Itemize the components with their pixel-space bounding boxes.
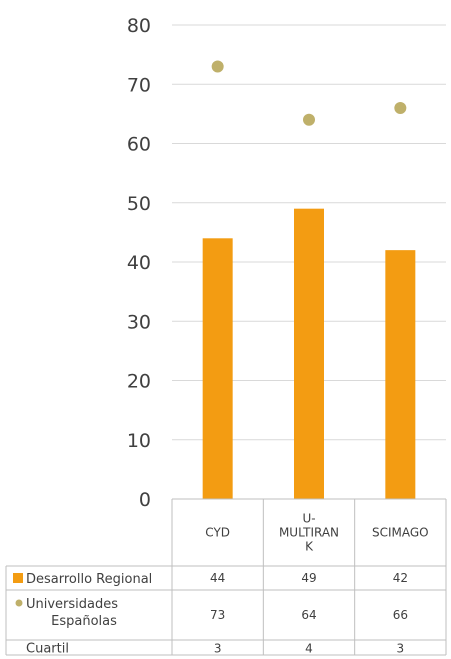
y-axis-ticks: 0 10 20 30 40 50 60 70 80 xyxy=(127,15,151,511)
y-tick-label: 20 xyxy=(127,371,151,393)
y-tick-label: 50 xyxy=(127,193,151,215)
table-cell: 66 xyxy=(393,608,408,622)
y-tick-label: 0 xyxy=(139,489,151,511)
bar xyxy=(202,238,233,500)
y-tick-label: 30 xyxy=(127,311,151,333)
table-cell: 49 xyxy=(301,571,316,585)
table-cell: 73 xyxy=(210,608,225,622)
legend-label: Españolas xyxy=(51,614,117,629)
bar xyxy=(385,250,416,499)
table-cell: 3 xyxy=(397,642,405,656)
legend-swatch-dot xyxy=(15,599,23,607)
y-tick-label: 10 xyxy=(127,430,151,452)
dot-series xyxy=(211,60,407,126)
category-label: K xyxy=(305,540,314,554)
data-point xyxy=(303,113,315,126)
y-tick-label: 70 xyxy=(127,74,151,96)
bar-series xyxy=(202,208,416,500)
legend-label: Universidades xyxy=(26,597,118,612)
table-cell: 4 xyxy=(305,642,313,656)
y-tick-label: 60 xyxy=(127,134,151,156)
y-tick-label: 80 xyxy=(127,15,151,37)
category-label: CYD xyxy=(205,526,230,540)
category-label: MULTIRAN xyxy=(279,526,339,540)
table-cell: 64 xyxy=(301,608,316,622)
table-cell: 3 xyxy=(214,642,222,656)
data-point xyxy=(211,60,224,73)
legend-swatch-bar xyxy=(13,573,23,583)
table-cell: 42 xyxy=(393,571,408,585)
data-point xyxy=(394,101,407,114)
bar xyxy=(294,208,324,500)
table-cell: 44 xyxy=(210,571,225,585)
row-label: Cuartil xyxy=(26,642,69,657)
category-label: U- xyxy=(302,512,315,526)
category-label: SCIMAGO xyxy=(372,526,429,540)
legend-label: Desarrollo Regional xyxy=(26,572,152,587)
y-tick-label: 40 xyxy=(127,252,151,274)
